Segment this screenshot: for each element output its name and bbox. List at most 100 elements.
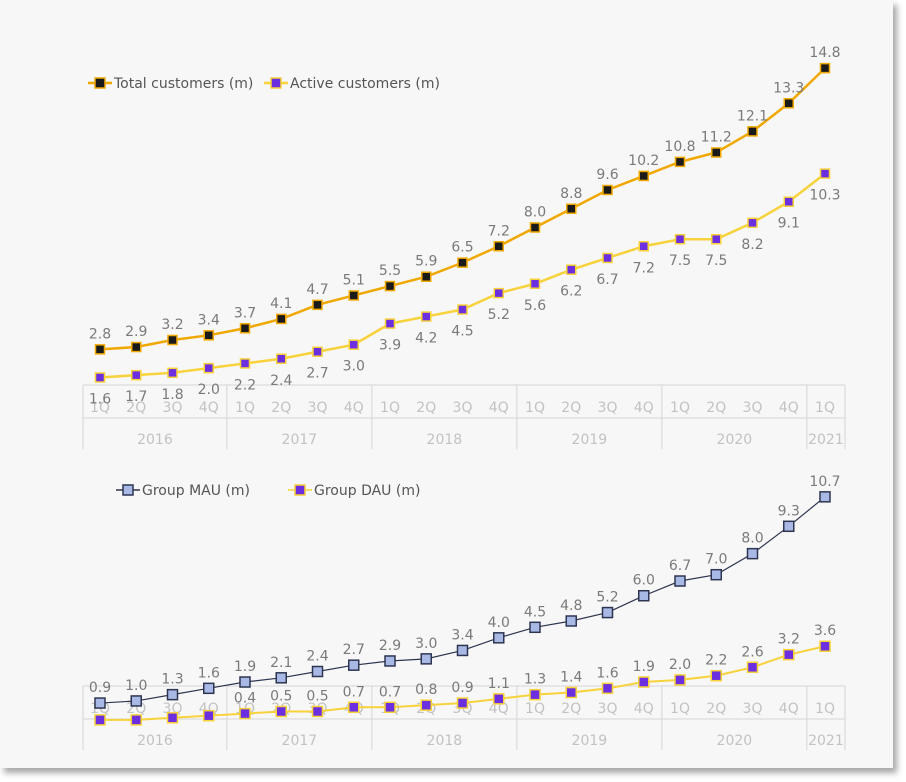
data-label: 8.0 — [524, 205, 546, 221]
data-label: 7.5 — [705, 253, 727, 269]
data-label: 2.4 — [270, 373, 292, 389]
x-tick-label: 3Q — [598, 701, 618, 717]
legend-swatch-marker — [94, 77, 106, 89]
data-label: 5.1 — [343, 272, 365, 288]
year-label-2021: 2021 — [808, 432, 844, 448]
x-tick-label: 3Q — [743, 701, 763, 717]
data-point — [529, 688, 541, 701]
data-label: 2.0 — [198, 382, 220, 398]
data-label: 4.8 — [560, 598, 582, 614]
data-label: 0.7 — [343, 684, 365, 700]
x-tick-label: 4Q — [344, 400, 364, 416]
data-label: 14.8 — [809, 45, 840, 61]
legend-label: Total customers (m) — [113, 76, 253, 92]
data-point — [602, 252, 613, 264]
data-label: 7.5 — [669, 253, 691, 269]
data-point — [312, 346, 323, 357]
data-point — [239, 358, 251, 369]
data-label: 1.1 — [488, 676, 510, 692]
data-point — [819, 62, 831, 74]
data-label: 2.0 — [669, 657, 691, 673]
year-label-2016: 2016 — [137, 733, 173, 749]
data-point — [601, 606, 614, 619]
data-point — [203, 362, 214, 374]
x-tick-label: 1Q — [90, 400, 110, 416]
series-2: 0.4 0.5 0.5 0.7 0.7 0.8 0.9 1.1 1.3 1.4 1.6 1.9 2.0 2… — [94, 623, 836, 726]
x-tick-label: 3Q — [308, 400, 328, 416]
data-point — [674, 575, 686, 587]
data-point — [94, 344, 106, 355]
data-label: 6.2 — [560, 284, 582, 300]
legend-swatch-marker — [122, 484, 134, 496]
x-tick-label: 4Q — [634, 701, 654, 717]
data-point — [565, 686, 577, 699]
data-point — [819, 168, 831, 179]
series-2: 1.6 1.7 1.8 2.0 2.2 2.4 2.7 3.0 3.9 4.2 4.5 5.2 5.6 6… — [89, 168, 841, 408]
chart-2: 2016 2017 2018 2019 2020 2021 1Q 2Q 3Q 4Q 1Q 2Q 3Q 4Q… — [82, 474, 846, 750]
data-point — [348, 339, 359, 350]
data-point — [819, 640, 831, 652]
data-point — [674, 156, 686, 168]
data-label: 5.5 — [379, 263, 401, 279]
data-point — [710, 669, 722, 682]
year-label-2016: 2016 — [137, 432, 173, 448]
data-label: 9.3 — [778, 503, 800, 519]
data-label: 1.7 — [125, 389, 147, 405]
data-point — [565, 615, 577, 627]
data-label: 0.9 — [89, 680, 111, 696]
data-label: 10.2 — [628, 153, 659, 169]
data-label: 0.5 — [306, 688, 328, 704]
data-label: 3.2 — [778, 632, 800, 648]
data-label: 10.7 — [809, 474, 840, 490]
legend-label: Group MAU (m) — [142, 483, 250, 499]
data-label: 1.6 — [89, 392, 111, 408]
data-point — [348, 701, 360, 714]
data-point — [529, 278, 541, 289]
data-point — [711, 233, 722, 245]
data-point — [384, 280, 396, 292]
data-point — [457, 257, 468, 268]
data-label: 7.0 — [705, 552, 727, 568]
x-tick-label: 4Q — [489, 400, 509, 416]
legend-label: Active customers (m) — [290, 76, 440, 92]
data-point — [203, 709, 215, 722]
data-point — [94, 372, 106, 383]
data-label: 6.7 — [669, 558, 691, 574]
data-label: 2.7 — [343, 642, 365, 658]
x-tick-label: 3Q — [743, 400, 763, 416]
legend-label: Group DAU (m) — [314, 483, 420, 499]
data-point — [783, 196, 794, 207]
x-tick-label: 3Q — [598, 400, 618, 416]
data-label: 13.3 — [773, 80, 804, 96]
data-point — [493, 287, 504, 299]
data-label: 3.4 — [451, 627, 473, 643]
data-point — [384, 701, 396, 714]
data-label: 1.8 — [161, 387, 183, 403]
x-tick-label: 2Q — [561, 701, 581, 717]
legend-item-2: Group DAU (m) — [288, 483, 420, 499]
year-label-2017: 2017 — [282, 432, 318, 448]
data-label: 3.0 — [415, 636, 437, 652]
data-point — [276, 313, 287, 325]
data-label: 2.7 — [306, 366, 328, 382]
data-point — [311, 705, 324, 718]
data-label: 0.8 — [415, 682, 437, 698]
data-point — [275, 705, 287, 718]
legend-swatch-marker — [294, 484, 306, 496]
data-point — [239, 707, 251, 720]
data-label: 1.6 — [198, 665, 220, 681]
data-point — [638, 676, 650, 688]
data-label: 5.9 — [415, 254, 437, 270]
data-point — [166, 712, 179, 724]
data-point — [348, 290, 359, 301]
data-point — [94, 697, 106, 709]
data-label: 2.8 — [89, 326, 111, 342]
data-label: 8.0 — [741, 531, 763, 547]
data-label: 1.6 — [596, 665, 618, 681]
legend-item-1: Total customers (m) — [88, 76, 253, 92]
data-label: 2.1 — [270, 655, 292, 671]
data-point — [203, 682, 215, 695]
data-label: 3.6 — [814, 623, 836, 639]
legend-item-1: Group MAU (m) — [116, 483, 250, 499]
data-point — [167, 367, 178, 379]
